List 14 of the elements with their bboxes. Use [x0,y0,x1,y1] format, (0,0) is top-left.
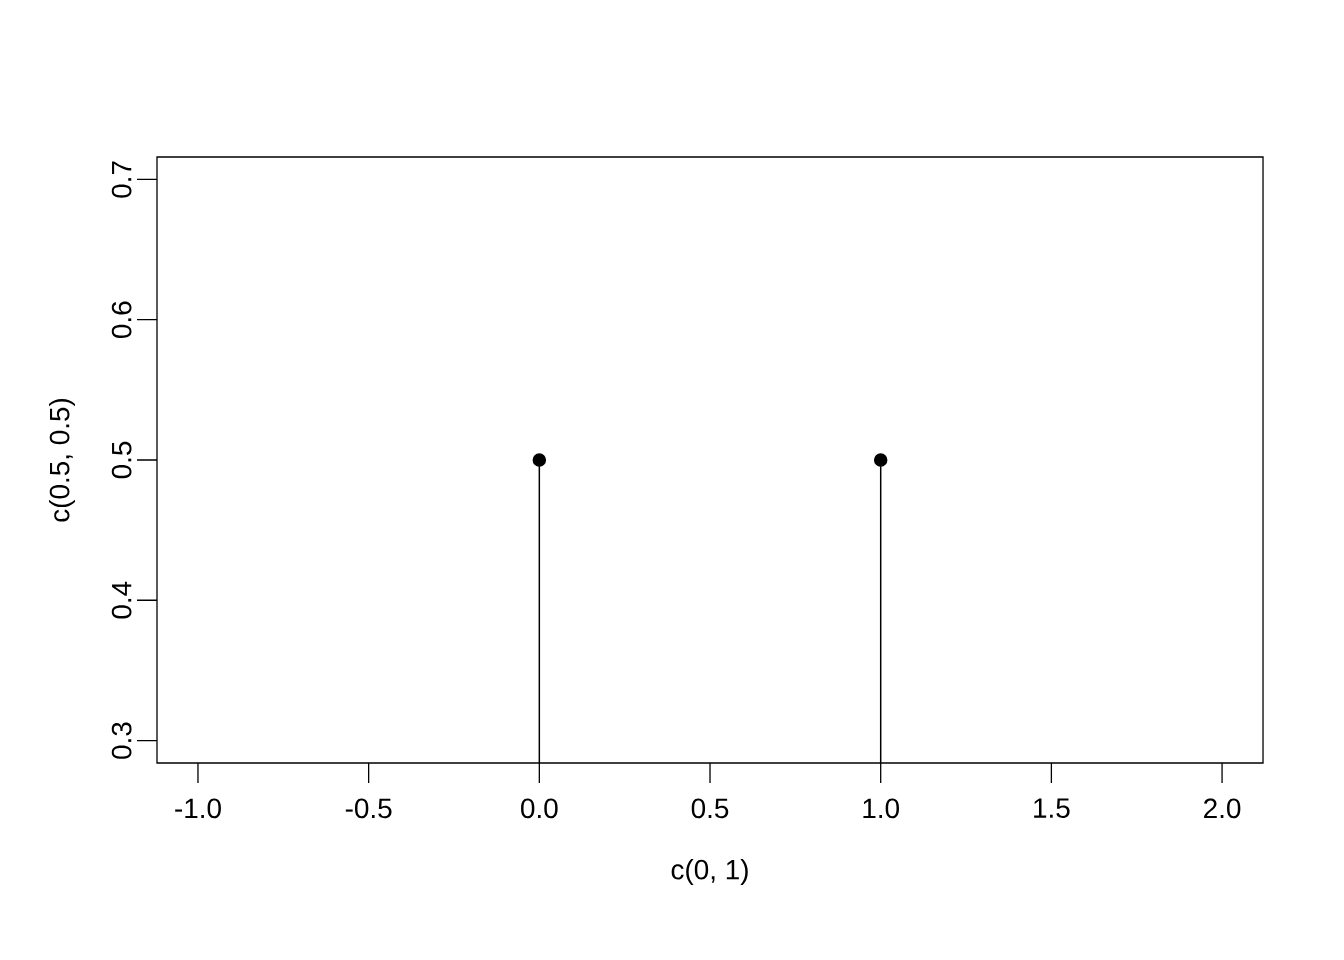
x-tick-label: -1.0 [175,798,221,819]
y-tick-label: 0.5 [111,441,132,479]
y-tick-label: 0.3 [111,722,132,759]
x-tick-label: 1.0 [863,798,899,819]
x-tick-label: 0.0 [521,798,558,819]
y-tick-label: 0.7 [111,161,132,198]
x-tick-label: 0.5 [691,798,729,819]
y-axis-title: c(0.5, 0.5) [48,398,75,522]
x-tick-label: 2.0 [1204,798,1241,819]
x-axis-title: c(0, 1) [671,859,748,886]
x-tick-label: 1.5 [1034,798,1070,818]
y-tick-label: 0.4 [111,581,132,619]
x-tick-label: -0.5 [345,798,392,819]
y-tick-label: 0.6 [111,301,132,339]
